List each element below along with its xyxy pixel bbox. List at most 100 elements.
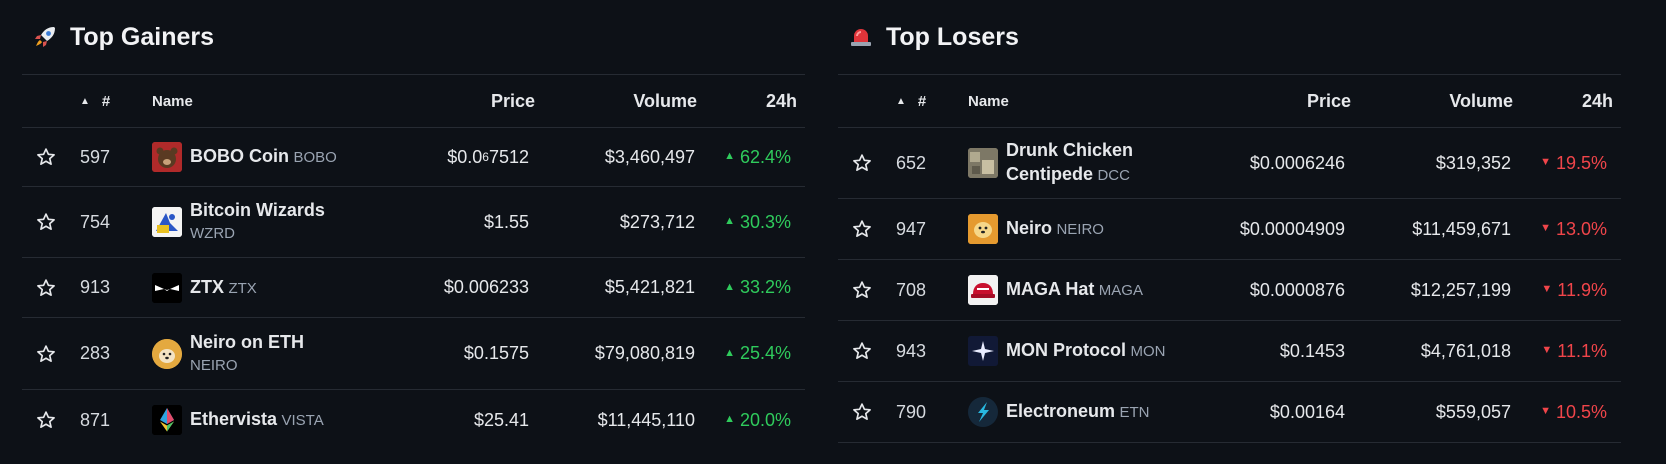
gainers-title-text: Top Gainers	[70, 22, 215, 51]
star-icon[interactable]	[850, 128, 874, 198]
coin-name-cell[interactable]: Neiro NEIRO	[968, 199, 1104, 259]
rank: 597	[80, 146, 111, 167]
coin-symbol: MON	[1130, 343, 1166, 360]
caret-up-icon: ▲	[724, 280, 735, 293]
table-row[interactable]: 871 Ethervista VISTA $25.41 $11,445,110 …	[22, 389, 805, 450]
rank: 947	[896, 218, 927, 239]
star-icon[interactable]	[850, 199, 874, 259]
coin-name-cell[interactable]: MAGA Hat MAGA	[968, 260, 1143, 320]
ztx-logo	[152, 272, 182, 303]
coin-name: Bitcoin Wizards	[190, 200, 325, 220]
rank-column-header[interactable]: ▲ #	[80, 75, 110, 127]
volume: $319,352	[1435, 152, 1511, 173]
gainers-title: Top Gainers	[22, 0, 805, 74]
star-icon[interactable]	[34, 390, 58, 450]
volume: $79,080,819	[594, 343, 695, 363]
table-row[interactable]: 790 Electroneum ETN $0.00164 $559,057 ▼ 1…	[838, 381, 1621, 442]
table-row[interactable]: 708 MAGA Hat MAGA $0.0000876 $12,257,199…	[838, 259, 1621, 320]
star-icon[interactable]	[34, 187, 58, 257]
coin-name-cell[interactable]: ZTX ZTX	[152, 258, 257, 317]
coin-name: Ethervista	[190, 409, 278, 429]
change-value: 10.5%	[1555, 401, 1607, 422]
coin-name: Electroneum	[1006, 401, 1116, 421]
coin-name-cell[interactable]: Drunk Chicken Centipede DCC	[968, 128, 1133, 198]
bitcoin-wizards-logo	[152, 207, 182, 237]
coin-name-cell[interactable]: MON Protocol MON	[968, 321, 1165, 381]
rank: 754	[80, 211, 111, 232]
table-row[interactable]: 947 Neiro NEIRO $0.00004909 $11,459,671 …	[838, 198, 1621, 259]
change-header-label: 24h	[765, 90, 797, 111]
coin-name-cell[interactable]: Ethervista VISTA	[152, 390, 324, 450]
caret-down-icon: ▼	[1540, 156, 1551, 168]
price: $0.0000876	[1249, 279, 1345, 300]
coin-symbol: NEIRO	[190, 356, 238, 374]
change-value: 13.0%	[1555, 218, 1607, 239]
price: $1.55	[483, 211, 529, 232]
change-value: 20.0%	[739, 409, 791, 430]
coin-name-cell[interactable]: BOBO Coin BOBO	[152, 128, 337, 186]
coin-name: ZTX	[190, 276, 224, 297]
price-header-label: Price	[1306, 90, 1351, 111]
coin-name-cell[interactable]: Bitcoin Wizards WZRD	[152, 187, 325, 257]
price: $0.1453	[1279, 340, 1345, 361]
coin-name: Neiro on ETH	[190, 331, 305, 352]
table-row[interactable]: 597 BOBO Coin BOBO $0.0 6 7512 $3,460,497 …	[22, 127, 805, 186]
star-icon[interactable]	[34, 318, 58, 389]
top-losers-panel: Top Losers ▲ # Name Price Volume 24h 652 …	[838, 0, 1621, 443]
coin-symbol: DCC	[1097, 167, 1130, 184]
price-header-label: Price	[490, 90, 535, 111]
volume-column-header[interactable]: Volume	[1449, 75, 1513, 127]
table-row[interactable]: 913 ZTX ZTX $0.006233 $5,421,821 ▲ 33.2%	[22, 257, 805, 317]
coin-name: BOBO Coin	[190, 146, 289, 166]
change-24h: ▲ 30.3%	[724, 187, 791, 257]
price-column-header[interactable]: Price	[1307, 75, 1351, 127]
coin-name: Neiro	[1006, 218, 1053, 238]
name-column-header[interactable]: Name	[968, 75, 1009, 127]
star-icon[interactable]	[34, 258, 58, 317]
losers-table-header: ▲ # Name Price Volume 24h	[838, 74, 1621, 127]
change-column-header[interactable]: 24h	[766, 75, 797, 127]
caret-down-icon: ▼	[1540, 405, 1551, 417]
price: $0.00164	[1269, 401, 1345, 422]
table-row[interactable]: 652 Drunk Chicken Centipede DCC $0.000624…	[838, 127, 1621, 198]
star-icon[interactable]	[34, 128, 58, 186]
coin-name: MAGA Hat	[1006, 279, 1095, 299]
volume: $12,257,199	[1410, 279, 1511, 300]
name-column-header[interactable]: Name	[152, 75, 193, 127]
ethervista-logo	[152, 405, 182, 435]
volume: $11,445,110	[597, 409, 695, 430]
volume: $5,421,821	[604, 277, 695, 297]
sort-asc-icon: ▲	[896, 95, 906, 107]
change-24h: ▼ 13.0%	[1540, 199, 1607, 259]
gainers-table-header: ▲ # Name Price Volume 24h	[22, 74, 805, 127]
volume: $273,712	[619, 211, 695, 232]
change-24h: ▼ 10.5%	[1540, 382, 1607, 442]
change-column-header[interactable]: 24h	[1582, 75, 1613, 127]
name-header-label: Name	[968, 92, 1009, 110]
volume-column-header[interactable]: Volume	[633, 75, 697, 127]
coin-symbol: MAGA	[1098, 282, 1143, 299]
change-24h: ▼ 11.9%	[1541, 260, 1607, 320]
coin-name: Drunk Chicken	[1006, 140, 1134, 160]
coin-name-cell[interactable]: Neiro on ETH NEIRO	[152, 318, 304, 389]
coin-name-cell[interactable]: Electroneum ETN	[968, 382, 1149, 442]
table-row[interactable]: 754 Bitcoin Wizards WZRD $1.55 $273,712 ▲…	[22, 186, 805, 257]
caret-down-icon: ▼	[1541, 283, 1553, 295]
caret-up-icon: ▲	[724, 346, 735, 359]
star-icon[interactable]	[850, 321, 874, 381]
volume-header-label: Volume	[633, 90, 697, 111]
table-row[interactable]: 283 Neiro on ETH NEIRO $0.1575 $79,080,81…	[22, 317, 805, 389]
price: $0.0 6 7512	[447, 128, 529, 186]
price-column-header[interactable]: Price	[491, 75, 535, 127]
coin-symbol: BOBO	[293, 149, 337, 166]
neiro-on-eth-logo	[152, 338, 182, 369]
rank: 943	[896, 340, 927, 361]
star-icon[interactable]	[850, 260, 874, 320]
change-24h: ▲ 62.4%	[724, 128, 791, 186]
change-24h: ▲ 33.2%	[724, 258, 791, 317]
table-row[interactable]: 943 MON Protocol MON $0.1453 $4,761,018 …	[838, 320, 1621, 381]
star-icon[interactable]	[850, 382, 874, 442]
rank: 790	[896, 401, 927, 422]
rank-column-header[interactable]: ▲ #	[896, 75, 926, 127]
electroneum-logo	[968, 397, 998, 427]
